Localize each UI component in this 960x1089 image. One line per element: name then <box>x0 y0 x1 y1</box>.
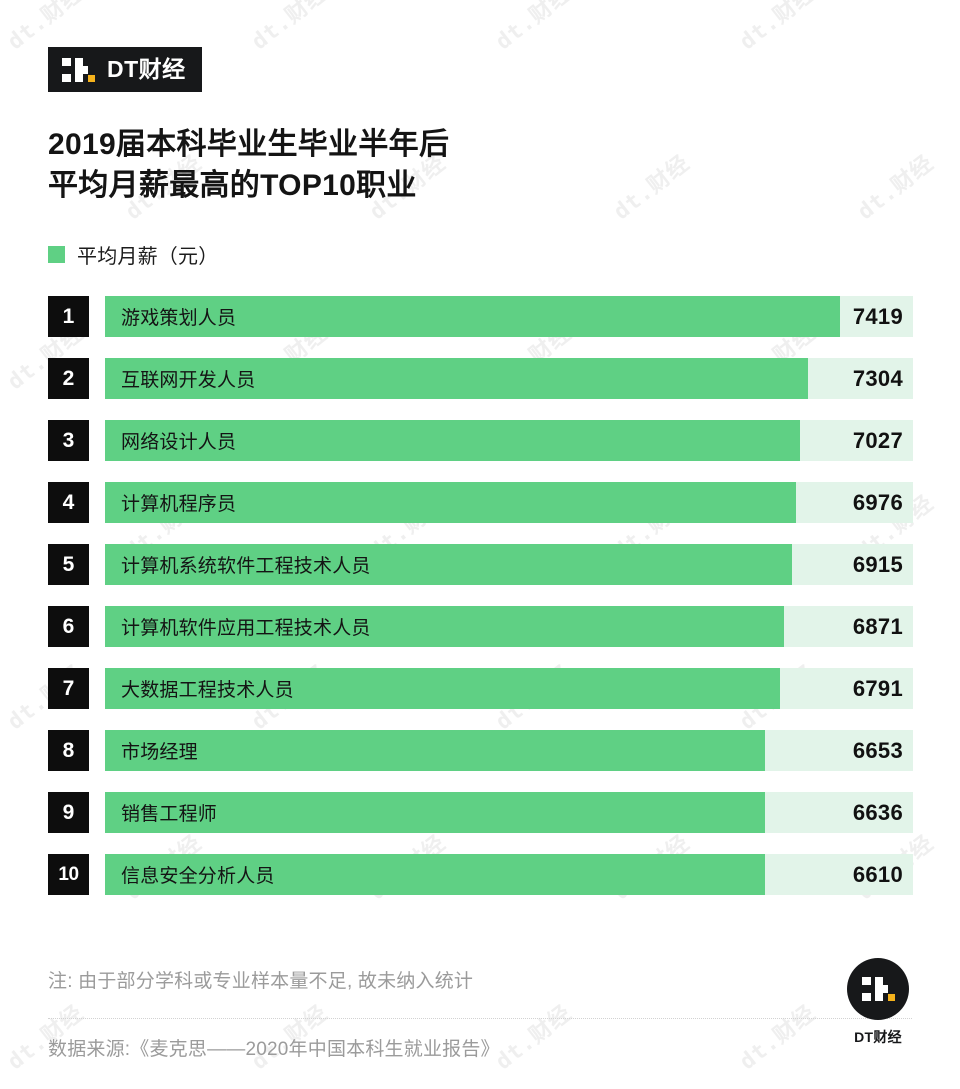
bar-category-label: 大数据工程技术人员 <box>121 680 294 701</box>
bar-fill <box>105 668 780 709</box>
bar-value-label: 6653 <box>852 737 903 763</box>
bar-fill <box>105 358 808 399</box>
bar-value-label: 6610 <box>852 861 903 887</box>
bar-row: 7 大数据工程技术人员 6791 <box>0 664 960 726</box>
bar-fill <box>105 730 766 771</box>
bar-track: 信息安全分析人员 6610 <box>105 854 913 895</box>
bar-category-label: 信息安全分析人员 <box>121 866 275 887</box>
bar-fill <box>105 296 841 337</box>
bar-fill <box>105 544 792 585</box>
legend-swatch-icon <box>48 246 65 263</box>
rank-badge: 8 <box>48 730 89 771</box>
bar-category-label: 互联网开发人员 <box>121 370 256 391</box>
chart-legend: 平均月薪（元） <box>48 240 218 269</box>
bar-value-label: 6636 <box>852 799 903 825</box>
rank-badge: 7 <box>48 668 89 709</box>
data-source-text: 数据来源:《麦克思——2020年中国本科生就业报告》 <box>48 1039 500 1060</box>
bar-row: 4 计算机程序员 6976 <box>0 478 960 540</box>
dt-logo-badge <box>847 958 909 1020</box>
dt-logo-icon <box>862 977 895 1001</box>
bar-track: 网络设计人员 7027 <box>105 420 913 461</box>
rank-badge: 10 <box>48 854 89 895</box>
rank-badge: 4 <box>48 482 89 523</box>
page-title-line-1: 2019届本科毕业生毕业半年后 <box>48 128 450 161</box>
bar-track: 市场经理 6653 <box>105 730 913 771</box>
rank-badge: 6 <box>48 606 89 647</box>
bar-row: 6 计算机软件应用工程技术人员 6871 <box>0 602 960 664</box>
bar-track: 计算机系统软件工程技术人员 6915 <box>105 544 913 585</box>
bar-track: 销售工程师 6636 <box>105 792 913 833</box>
bar-fill <box>105 420 800 461</box>
bar-category-label: 游戏策划人员 <box>121 308 237 329</box>
bar-track: 大数据工程技术人员 6791 <box>105 668 913 709</box>
bar-fill <box>105 854 766 895</box>
bar-fill <box>105 606 784 647</box>
bar-category-label: 计算机系统软件工程技术人员 <box>121 556 371 577</box>
rank-badge: 3 <box>48 420 89 461</box>
brand-logo-footer: DT财经 <box>844 958 912 1047</box>
bar-category-label: 计算机软件应用工程技术人员 <box>121 618 371 639</box>
bar-row: 8 市场经理 6653 <box>0 726 960 788</box>
bar-category-label: 计算机程序员 <box>121 494 237 515</box>
bar-chart: 1 游戏策划人员 7419 2 互联网开发人员 7304 3 网络设计人员 7027 4 计算机程序… <box>0 292 960 912</box>
footnote-text: 注: 由于部分学科或专业样本量不足, 故未纳入统计 <box>48 971 474 992</box>
rank-badge: 5 <box>48 544 89 585</box>
bar-track: 计算机软件应用工程技术人员 6871 <box>105 606 913 647</box>
bar-category-label: 市场经理 <box>121 742 198 763</box>
bar-row: 9 销售工程师 6636 <box>0 788 960 850</box>
brand-logo-header: DT财经 <box>48 47 202 92</box>
bar-value-label: 6791 <box>852 675 903 701</box>
bar-value-label: 6915 <box>852 551 903 577</box>
rank-badge: 1 <box>48 296 89 337</box>
bar-row: 10 信息安全分析人员 6610 <box>0 850 960 912</box>
bar-value-label: 7304 <box>852 365 903 391</box>
rank-badge: 9 <box>48 792 89 833</box>
bar-category-label: 销售工程师 <box>121 804 218 825</box>
footer-brand-name: DT财经 <box>854 1029 902 1045</box>
page-title-line-2: 平均月薪最高的TOP10职业 <box>48 169 417 203</box>
bar-track: 计算机程序员 6976 <box>105 482 913 523</box>
footer-divider <box>48 1018 912 1019</box>
bar-value-label: 6871 <box>852 613 903 639</box>
bar-row: 1 游戏策划人员 7419 <box>0 292 960 354</box>
bar-value-label: 6976 <box>852 489 903 515</box>
bar-row: 5 计算机系统软件工程技术人员 6915 <box>0 540 960 602</box>
bar-track: 互联网开发人员 7304 <box>105 358 913 399</box>
legend-label: 平均月薪（元） <box>77 246 219 268</box>
bar-value-label: 7027 <box>852 427 903 453</box>
dt-logo-icon <box>62 57 96 82</box>
bar-row: 3 网络设计人员 7027 <box>0 416 960 478</box>
bar-value-label: 7419 <box>852 303 903 329</box>
bar-fill <box>105 482 796 523</box>
bar-track: 游戏策划人员 7419 <box>105 296 913 337</box>
page-title: 2019届本科毕业生毕业半年后 平均月薪最高的TOP10职业 <box>48 124 748 207</box>
bar-category-label: 网络设计人员 <box>121 432 237 453</box>
rank-badge: 2 <box>48 358 89 399</box>
bar-fill <box>105 792 766 833</box>
bar-row: 2 互联网开发人员 7304 <box>0 354 960 416</box>
brand-name: DT财经 <box>107 56 186 82</box>
